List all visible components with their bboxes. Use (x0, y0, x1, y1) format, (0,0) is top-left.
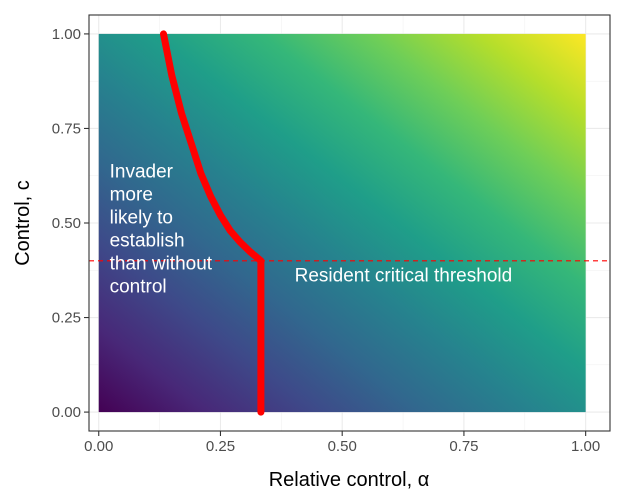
annotations: Invader more likely to establish than withou… (110, 162, 513, 298)
y-tick-label: 1.00 (52, 26, 81, 43)
y-tick-label: 0.25 (52, 310, 81, 327)
x-tick-label: 0.75 (449, 438, 478, 455)
y-tick-label: 0.00 (52, 404, 81, 421)
annotation-line: Invader (110, 162, 174, 183)
x-tick-label: 0.50 (328, 438, 357, 455)
annotation-line: likely to (110, 208, 173, 229)
annotation-line: control (110, 277, 167, 298)
boundary-curve (160, 30, 265, 416)
annotation-line: more (110, 185, 153, 206)
annotation-line: than without (110, 254, 213, 275)
y-axis-title: Control, c (12, 180, 34, 266)
y-tick-label: 0.75 (52, 120, 81, 137)
annotation-text: Invader more likely to establish than withou… (110, 162, 213, 298)
x-tick-label: 1.00 (571, 438, 600, 455)
x-tick-label: 0.25 (206, 438, 235, 455)
axis-ticks: 0.00 0.25 0.50 0.75 1.00 0.00 0.25 0.50 0.75 1.00 (52, 26, 600, 455)
x-tick-label: 0.00 (84, 438, 113, 455)
annotation-text: Resident critical threshold (295, 266, 513, 287)
x-axis-title: Relative control, α (269, 469, 430, 491)
y-tick-label: 0.50 (52, 215, 81, 232)
annotation-line: establish (110, 231, 185, 252)
annotation-line: Resident critical threshold (295, 266, 513, 287)
